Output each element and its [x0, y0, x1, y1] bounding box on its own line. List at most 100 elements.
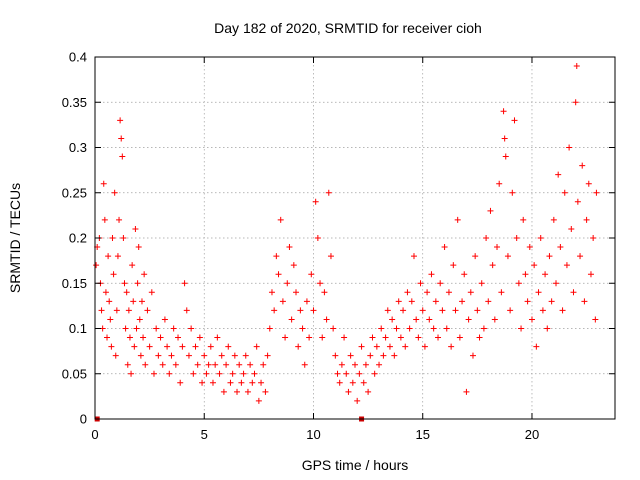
- data-point: [330, 325, 337, 332]
- data-point: [306, 334, 313, 341]
- data-point: [170, 325, 177, 332]
- data-point: [295, 343, 302, 350]
- data-point: [301, 361, 308, 368]
- data-point: [129, 262, 136, 269]
- data-point: [539, 307, 546, 314]
- data-point: [199, 379, 206, 386]
- data-point: [234, 388, 241, 395]
- data-point: [483, 235, 490, 241]
- data-point: [456, 334, 463, 341]
- data-point: [448, 343, 455, 350]
- data-point: [332, 352, 339, 359]
- data-point: [439, 307, 446, 314]
- data-point: [310, 307, 317, 314]
- data-point: [123, 289, 130, 296]
- data-point: [247, 361, 254, 368]
- data-point: [108, 343, 115, 350]
- data-point: [266, 325, 273, 332]
- data-point: [590, 235, 597, 241]
- data-point: [205, 361, 212, 368]
- data-point: [389, 316, 396, 323]
- data-point: [395, 298, 402, 305]
- data-point: [282, 334, 289, 341]
- data-point: [192, 343, 199, 350]
- data-point: [542, 271, 549, 278]
- x-tick-label: 15: [415, 427, 429, 442]
- data-point: [308, 271, 315, 278]
- data-point: [297, 307, 304, 314]
- data-point: [216, 370, 223, 377]
- data-point: [465, 316, 472, 323]
- data-point: [391, 352, 398, 359]
- data-point: [161, 316, 168, 323]
- data-point: [119, 153, 126, 160]
- data-point: [146, 343, 153, 350]
- data-point: [432, 298, 439, 305]
- data-point: [107, 316, 114, 323]
- data-point: [504, 253, 511, 260]
- x-tick-label: 10: [306, 427, 320, 442]
- data-point: [437, 280, 444, 287]
- data-point: [275, 271, 282, 278]
- data-point: [533, 343, 540, 350]
- data-point: [587, 271, 594, 278]
- data-point: [194, 361, 201, 368]
- data-point: [593, 189, 600, 196]
- grid: [95, 57, 615, 419]
- y-tick-label: 0: [80, 412, 87, 427]
- data-point: [284, 280, 291, 287]
- data-point: [231, 352, 238, 359]
- data-point: [168, 352, 175, 359]
- data-point: [100, 180, 107, 187]
- data-point: [577, 253, 584, 260]
- x-tick-label: 20: [525, 427, 539, 442]
- data-point: [323, 316, 330, 323]
- data-point: [142, 361, 149, 368]
- data-point: [264, 352, 271, 359]
- data-point: [544, 325, 551, 332]
- data-point: [159, 361, 166, 368]
- data-point: [319, 334, 326, 341]
- data-point: [148, 289, 155, 296]
- data-point: [430, 325, 437, 332]
- data-point: [566, 144, 573, 151]
- data-point: [360, 379, 367, 386]
- data-point: [573, 63, 580, 70]
- data-point: [461, 271, 468, 278]
- data-point: [124, 361, 131, 368]
- data-point: [404, 289, 411, 296]
- x-axis-label: GPS time / hours: [302, 457, 409, 473]
- y-tick-label: 0.1: [69, 321, 87, 336]
- data-point: [268, 289, 275, 296]
- data-point: [249, 379, 256, 386]
- data-point: [157, 334, 164, 341]
- data-point: [130, 298, 137, 305]
- data-point: [522, 271, 529, 278]
- data-point: [116, 216, 123, 223]
- data-point: [528, 316, 535, 323]
- data-point: [240, 370, 247, 377]
- data-point: [188, 325, 195, 332]
- data-point: [579, 162, 586, 169]
- data-point: [118, 135, 125, 142]
- data-point: [220, 388, 227, 395]
- data-point: [293, 289, 300, 296]
- data-point: [214, 334, 221, 341]
- data-point: [286, 244, 293, 251]
- data-point: [229, 370, 236, 377]
- y-tick-label: 0.35: [62, 95, 87, 110]
- data-point: [563, 262, 570, 269]
- data-point: [415, 334, 422, 341]
- data-point: [207, 343, 214, 350]
- data-point: [201, 352, 208, 359]
- data-point: [555, 171, 562, 178]
- data-point: [358, 343, 365, 350]
- data-point: [336, 379, 343, 386]
- data-point: [524, 298, 531, 305]
- data-point: [111, 189, 118, 196]
- data-point: [585, 180, 592, 187]
- data-point: [242, 352, 249, 359]
- data-point: [303, 298, 310, 305]
- data-point: [140, 334, 147, 341]
